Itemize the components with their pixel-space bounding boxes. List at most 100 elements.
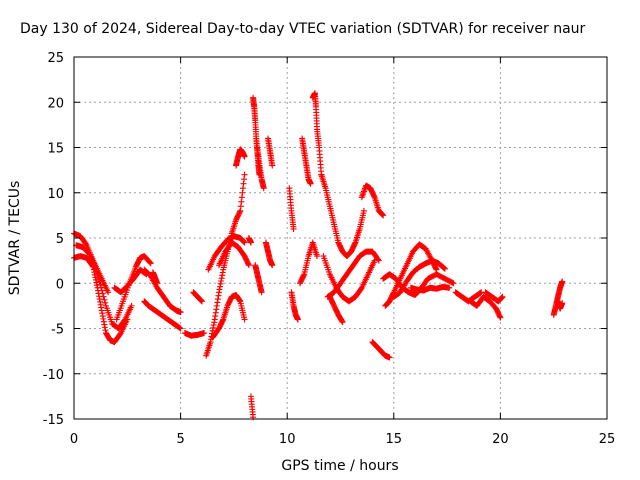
data-point: [198, 298, 205, 305]
data-point: [201, 330, 208, 337]
series-track-10: [190, 289, 205, 305]
data-point: [102, 299, 109, 306]
data-point: [380, 212, 387, 219]
series-track-16: [247, 393, 257, 421]
series-track-32: [358, 182, 387, 219]
series-track-22: [265, 135, 276, 169]
data-point: [176, 324, 183, 331]
data-point: [177, 309, 184, 316]
y-tick-label: 10: [47, 187, 64, 202]
series-track-37: [407, 283, 453, 294]
x-tick-label: 25: [599, 432, 616, 447]
data-point: [241, 316, 248, 323]
data-point: [499, 293, 506, 300]
series-track-42: [554, 298, 566, 312]
series-track-07: [141, 298, 184, 332]
y-tick-label: 5: [56, 232, 64, 247]
series-track-04: [113, 253, 154, 323]
data-point: [314, 253, 321, 260]
data-point: [241, 171, 248, 178]
data-point: [446, 284, 453, 291]
data-point: [245, 262, 252, 269]
data-point: [290, 225, 297, 232]
series-track-34: [382, 241, 440, 309]
data-point: [241, 153, 248, 160]
y-tick-label: 25: [47, 51, 64, 66]
data-point: [147, 260, 154, 267]
y-tick-label: 20: [47, 96, 64, 111]
series-track-33: [369, 339, 393, 361]
plot-area-border: [73, 56, 608, 420]
axis-ticks: 0 5 10 15 20 25 -15 -10 -5 0 5 10 15 20 25: [43, 51, 616, 447]
series-track-14: [215, 239, 252, 269]
data-point: [247, 239, 254, 246]
series-track-39: [467, 293, 504, 321]
data-point: [154, 280, 161, 287]
data-point: [477, 289, 484, 296]
x-tick-label: 15: [386, 432, 403, 447]
data-point: [375, 256, 382, 263]
series-track-25: [299, 135, 314, 187]
series-track-26: [309, 90, 325, 178]
data-point: [128, 302, 135, 309]
data-point: [497, 314, 504, 321]
data-point: [375, 257, 382, 264]
data-point: [269, 262, 276, 269]
series-track-03: [73, 242, 112, 296]
y-tick-label: 15: [47, 142, 64, 157]
data-point: [124, 316, 131, 323]
series-track-12: [205, 233, 248, 273]
series-track-09: [181, 330, 208, 339]
data-point: [339, 319, 346, 326]
series-track-21: [262, 239, 276, 269]
series-track-31: [326, 293, 346, 326]
data-point: [258, 289, 265, 296]
series-track-28: [318, 171, 367, 260]
data-point: [105, 289, 112, 296]
series-track-19: [252, 262, 265, 296]
series-track-36: [390, 257, 448, 300]
data-point: [307, 180, 314, 187]
x-tick-label: 10: [279, 432, 296, 447]
x-axis-title: GPS time / hours: [281, 458, 398, 474]
data-point: [559, 278, 566, 285]
series-track-23: [286, 185, 297, 232]
series-track-41: [550, 278, 566, 318]
series-track-20: [254, 144, 267, 192]
chart-title: Day 130 of 2024, Sidereal Day-to-day VTE…: [20, 21, 586, 37]
data-point: [260, 185, 267, 192]
series-track-08: [149, 269, 161, 287]
data-point: [441, 265, 448, 272]
data-point: [559, 300, 566, 307]
series-track-24: [288, 289, 301, 323]
grid-lines: [74, 57, 607, 419]
x-tick-label: 5: [176, 432, 184, 447]
x-tick-label: 20: [492, 432, 509, 447]
data-point: [360, 207, 367, 214]
x-tick-label: 0: [70, 432, 78, 447]
data-point: [177, 325, 184, 332]
data-point: [241, 239, 248, 246]
data-point: [441, 265, 448, 272]
y-axis-title: SDTVAR / TECUs: [7, 181, 23, 296]
y-tick-label: -10: [43, 368, 64, 383]
series-track-13: [209, 292, 248, 341]
data-points: [71, 90, 566, 421]
data-point: [101, 296, 108, 303]
series-track-40: [482, 289, 506, 305]
data-point: [450, 280, 457, 287]
series-track-15: [233, 146, 248, 169]
data-point: [269, 162, 276, 169]
y-tick-label: -15: [43, 413, 64, 428]
data-point: [146, 259, 153, 266]
data-point: [449, 279, 456, 286]
y-tick-label: -5: [51, 323, 64, 338]
data-point: [82, 241, 89, 248]
data-point: [294, 316, 301, 323]
data-point: [386, 354, 393, 361]
y-tick-label: 0: [56, 277, 64, 292]
series-track-30: [324, 248, 382, 300]
series-track-17: [245, 235, 254, 246]
series-track-27: [296, 239, 321, 287]
